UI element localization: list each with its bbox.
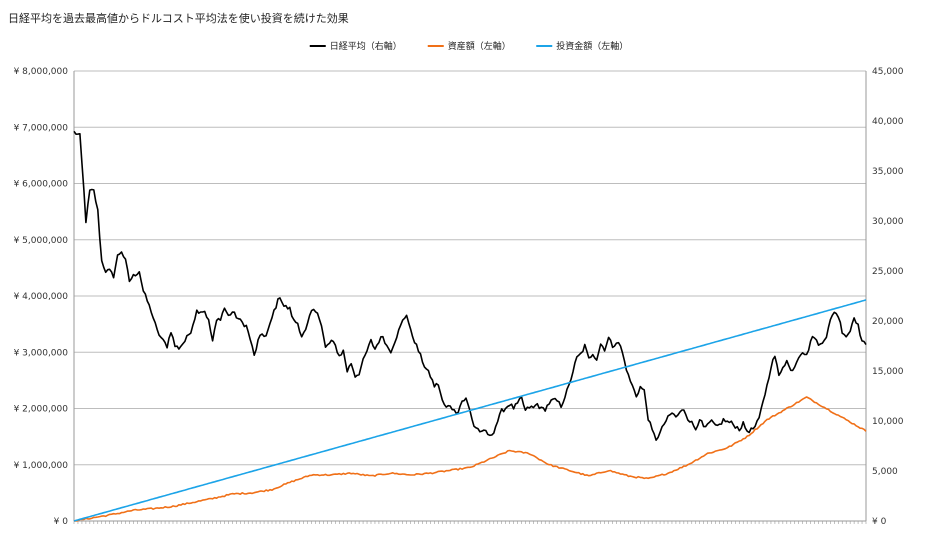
- legend: 日経平均（右軸） 資産額（左軸） 投資金額（左軸）: [309, 40, 628, 52]
- left-axis-tick-label: ¥ 3,000,000: [14, 348, 69, 358]
- nikkei-line: [73, 130, 867, 442]
- grid-lines: [74, 70, 866, 522]
- left-axis-tick-label: ¥ 2,000,000: [14, 405, 69, 415]
- left-axis-tick-label: ¥ 4,000,000: [14, 292, 69, 302]
- right-axis-tick-label: 30,000: [872, 217, 904, 227]
- left-axis-tick-label: ¥ 5,000,000: [14, 236, 69, 246]
- left-axis: ¥ 0 ¥ 1,000,000 ¥ 2,000,000 ¥ 3,000,000 ¥ 4,…: [14, 67, 69, 527]
- investment-amount-line: [73, 299, 867, 522]
- right-axis-tick-label: 20,000: [872, 317, 904, 327]
- right-axis: ¥ 0 5,000 10,000 15,000 20,000 25,000 30,000 35…: [872, 67, 904, 527]
- left-axis-tick-label: ¥ 8,000,000: [14, 67, 69, 77]
- legend-label: 日経平均（右軸）: [330, 40, 402, 52]
- right-axis-tick-label: 45,000: [872, 67, 904, 77]
- left-axis-tick-label: ¥ 0: [54, 517, 69, 527]
- right-axis-tick-label: 25,000: [872, 267, 904, 277]
- right-axis-tick-label: 5,000: [872, 467, 898, 477]
- right-axis-tick-label: 15,000: [872, 367, 904, 377]
- legend-label: 投資金額（左軸）: [556, 40, 628, 52]
- chart-title: 日経平均を過去最高値からドルコスト平均法を使い投資を続けた効果: [8, 12, 349, 25]
- right-axis-tick-label: 10,000: [872, 417, 904, 427]
- right-axis-tick-label: 40,000: [872, 117, 904, 127]
- x-axis: [73, 521, 867, 524]
- left-axis-tick-label: ¥ 7,000,000: [14, 123, 69, 133]
- asset-value-line: [74, 396, 867, 522]
- series-layer: [73, 130, 867, 522]
- right-axis-tick-label: 35,000: [872, 167, 904, 177]
- left-axis-tick-label: ¥ 1,000,000: [14, 461, 69, 471]
- left-axis-tick-label: ¥ 6,000,000: [14, 180, 69, 190]
- legend-label: 資産額（左軸）: [448, 40, 511, 52]
- right-axis-tick-label: ¥ 0: [872, 517, 887, 527]
